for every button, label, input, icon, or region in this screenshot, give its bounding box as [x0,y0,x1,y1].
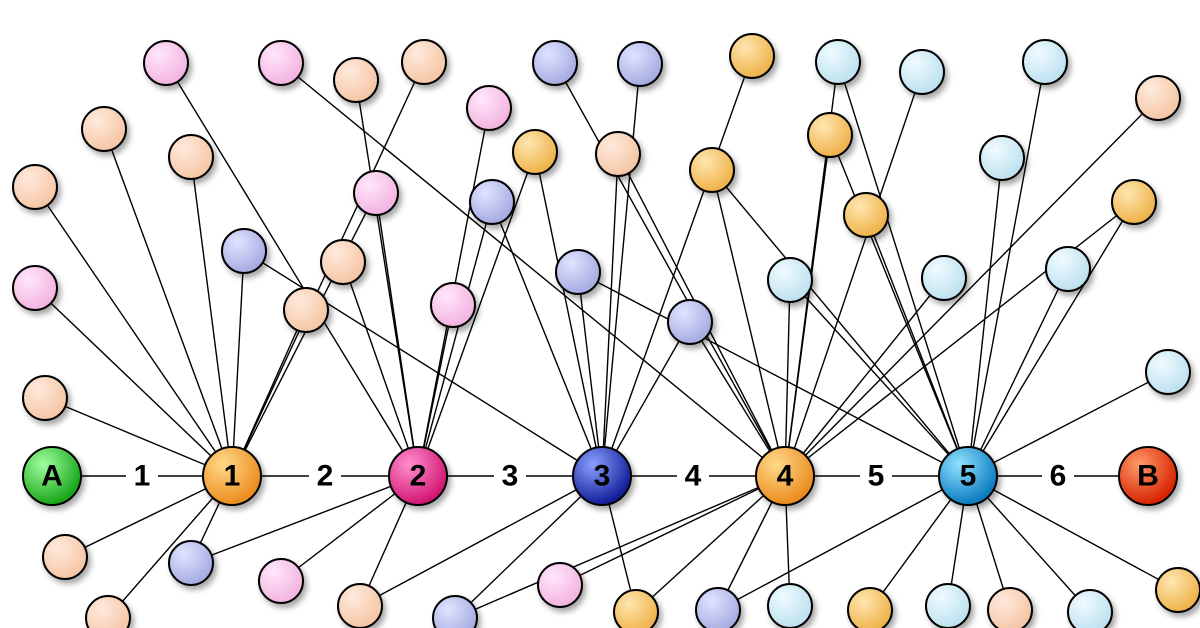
leaf-node-L7 [144,41,188,85]
leaf-node-L40 [900,50,944,94]
leaf-node-L32 [696,588,740,628]
edge-label-5: 5 [868,460,885,493]
nodes-layer [13,34,1200,628]
leaf-edge [578,272,968,476]
leaf-node-L47 [1068,590,1112,628]
leaf-node-L27 [596,132,640,176]
leaf-node-L22 [470,180,514,224]
leaf-edge [343,262,418,476]
leaf-edge [35,288,232,476]
hub-label-B: B [1137,460,1159,493]
leaf-node-L46 [1046,247,1090,291]
leaf-edge [712,170,785,476]
leaf-node-L14 [321,240,365,284]
leaf-node-L17 [354,171,398,215]
leaf-node-L8 [169,135,213,179]
leaf-edge [244,251,602,476]
leaf-edge [602,154,618,476]
leaf-node-L36 [808,113,852,157]
leaf-node-L26 [556,250,600,294]
cross-edge [232,251,244,476]
leaf-node-L25 [538,563,582,607]
leaf-node-L35 [768,584,812,628]
leaf-node-L41 [922,256,966,300]
edge-label-1: 1 [134,460,151,493]
leaf-edge [191,157,232,476]
leaf-node-L37 [816,40,860,84]
leaf-node-L42 [926,584,970,628]
leaf-node-L13 [284,288,328,332]
leaf-node-L29 [614,590,658,628]
leaf-edge [418,202,492,476]
leaf-node-L39 [848,588,892,628]
node-shadows [13,34,1200,628]
leaf-edge [455,476,602,618]
leaf-edge [104,129,232,476]
hub-label-1: 1 [224,460,241,493]
cross-edge [376,193,418,476]
leaf-edge [535,152,602,476]
leaf-edge [166,63,418,476]
leaf-edge [968,62,1045,476]
leaf-edge [602,56,752,476]
leaf-edge [968,269,1068,476]
leaf-edge [790,280,968,476]
leaf-edge [785,202,1134,476]
leaf-node-L34 [768,258,812,302]
leaf-node-L9 [169,541,213,585]
leaf-node-L1 [13,165,57,209]
leaf-node-L43 [980,136,1024,180]
cross-edge [712,170,968,476]
leaf-node-L28 [618,42,662,86]
leaf-node-L12 [259,559,303,603]
leaf-node-L48 [1112,180,1156,224]
leaf-node-L18 [402,40,446,84]
leaf-node-L19 [431,283,475,327]
edge-label-3: 3 [502,460,519,493]
leaf-node-L31 [690,148,734,192]
leaf-node-L2 [13,266,57,310]
leaf-node-L38 [844,193,888,237]
edge-label-4: 4 [685,460,702,493]
leaf-node-L24 [533,41,577,85]
network-diagram: A 1 2 3 4 5 B 1 2 3 4 5 6 [0,0,1200,628]
leaf-node-L45 [1023,40,1067,84]
leaf-node-L33 [730,34,774,78]
leaf-node-L30 [668,300,712,344]
leaf-node-L50 [1146,350,1190,394]
hub-label-3: 3 [594,460,611,493]
leaf-node-L4 [43,535,87,579]
leaf-node-L51 [1156,568,1200,612]
hub-label-5: 5 [960,460,977,493]
leaf-node-L11 [259,41,303,85]
leaf-node-L10 [222,229,266,273]
leaf-edge [35,187,232,476]
leaf-node-L23 [513,130,557,174]
leaf-node-L20 [433,596,477,628]
leaf-node-L15 [334,58,378,102]
leaf-edge [785,278,944,476]
leaf-node-L21 [467,86,511,130]
leaf-node-L5 [82,107,126,151]
cross-edge [718,476,968,610]
hub-label-4: 4 [777,460,794,493]
edge-label-6: 6 [1050,460,1067,493]
leaf-node-L44 [988,588,1032,628]
leaf-edge [602,64,640,476]
edge-label-2: 2 [317,460,334,493]
leaf-node-L3 [23,376,67,420]
leaf-node-L49 [1136,76,1180,120]
leaf-node-L16 [338,584,382,628]
hub-label-2: 2 [410,460,427,493]
hub-label-A: A [41,460,63,493]
